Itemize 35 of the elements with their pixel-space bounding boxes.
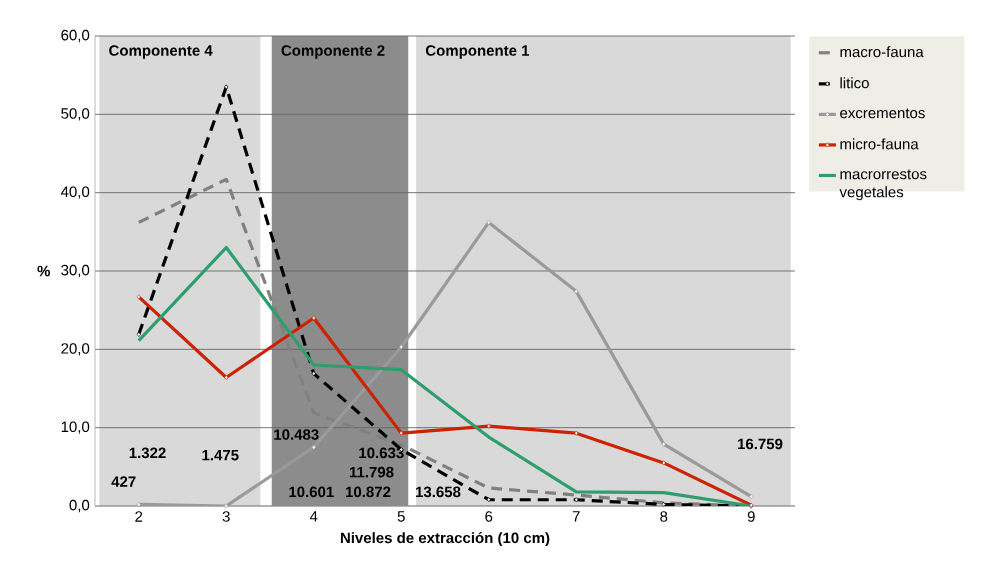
x-tick-label: 9	[747, 511, 755, 522]
annotation: 1.475	[202, 450, 239, 461]
x-tick-label: 6	[485, 511, 493, 522]
annotation: 10.872	[346, 486, 391, 498]
annotation: 1.322	[129, 447, 166, 459]
legend-label: macrorrestos vegetales	[839, 169, 927, 201]
annotation: 10.601	[289, 486, 334, 498]
annotation: 10.483	[274, 429, 319, 440]
y-axis-title: %	[37, 265, 51, 277]
y-tick-label: 40,0	[60, 186, 90, 199]
y-tick-label: 50,0	[61, 108, 90, 121]
band-label: Componente 1	[425, 45, 530, 59]
x-tick-label: 5	[397, 511, 405, 522]
x-tick-label: 8	[660, 511, 668, 522]
legend-label: micro-fauna	[840, 138, 919, 150]
y-tick-label: 10,0	[61, 421, 90, 434]
y-tick-label: 20,0	[61, 343, 90, 356]
x-tick-label: 3	[222, 511, 230, 522]
annotation: 11.798	[349, 466, 394, 478]
legend-label: litico	[840, 77, 869, 89]
annotation: 10.633	[359, 447, 404, 459]
annotation: 13.658	[416, 486, 461, 498]
legend-label: excrementos	[840, 108, 925, 119]
band-label: Componente 4	[109, 45, 213, 59]
annotation: 16.759	[738, 438, 783, 450]
y-tick-label: 30,0	[61, 264, 90, 278]
annotation: 427	[111, 476, 136, 487]
legend-label: macro-fauna	[840, 46, 924, 58]
y-tick-label: 0,0	[69, 499, 90, 513]
x-axis-title: Niveles de extracción (10 cm)	[340, 532, 550, 547]
x-tick-label: 7	[572, 511, 580, 522]
band-label: Componente 2	[281, 45, 385, 59]
x-tick-label: 4	[309, 511, 318, 522]
y-tick-label: 60,0	[61, 29, 90, 43]
x-tick-label: 2	[135, 511, 143, 522]
